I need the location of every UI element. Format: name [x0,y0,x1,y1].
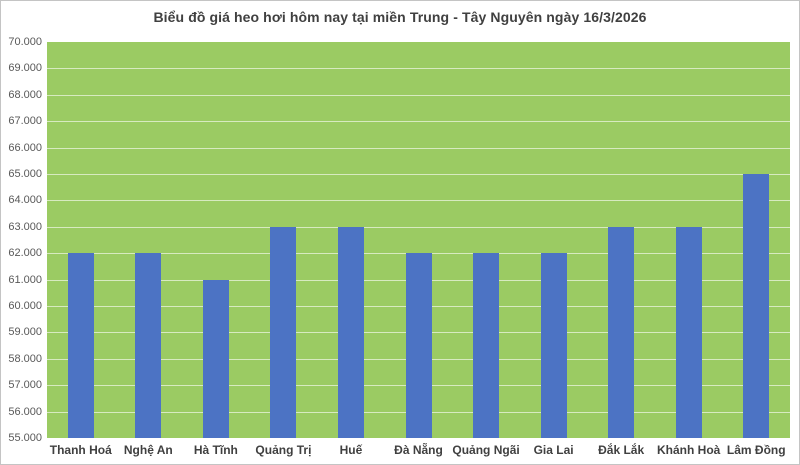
y-tick-label: 64.000 [8,194,42,207]
x-axis-label-thanh-hoa: Thanh Hoá [49,443,112,457]
bar-a-nang [405,253,432,438]
bar-slot-khanh-hoa [655,42,723,438]
x-axis-label-quang-tri: Quảng Trị [255,443,312,457]
bar-slot-hue [317,42,385,438]
x-axis: Thanh Hoá Nghệ An Hà Tĩnh Quảng Trị Huế Đà Nẵ… [47,443,790,457]
chart-title: Biểu đồ giá heo hơi hôm nay tại miền Tru… [153,9,647,25]
y-tick-label: 59.000 [8,326,42,339]
y-tick-label: 67.000 [8,115,42,128]
y-tick-label: 66.000 [8,141,42,154]
bar-nghe-an [135,253,162,438]
bar-slot-lam-ong [722,42,790,438]
x-axis-label-a-nang: Đà Nẵng [394,443,443,457]
x-axis-label-ak-lak: Đắk Lắk [598,443,645,457]
bar-slot-ak-lak [587,42,655,438]
y-tick-label: 61.000 [8,273,42,286]
gridline [47,226,790,228]
y-tick-label: 57.000 [8,379,42,392]
gridline [47,68,790,70]
x-axis-label-lam-ong: Lâm Đồng [726,443,786,457]
gridline [47,200,790,202]
y-tick-label: 60.000 [8,300,42,312]
x-axis-label-khanh-hoa: Khánh Hoà [657,443,721,457]
x-axis-label-gia-lai: Gia Lai [533,443,574,457]
bar-khanh-hoa [675,226,702,438]
bar-slot-nghe-an [115,42,183,438]
y-tick-label: 69.000 [8,62,42,75]
bar-gia-lai [540,253,567,438]
bar-ha-tinh [202,279,229,438]
bar-quang-tri [270,226,297,438]
x-axis-label-hue: Huế [339,443,363,457]
bar-thanh-hoa [67,253,94,438]
y-tick-label: 63.000 [8,220,42,233]
bar-slot-gia-lai [520,42,588,438]
y-tick-label: 70.000 [8,36,42,48]
y-axis: 70.000 69.000 68.000 67.000 66.000 65.000 64.0… [1,36,42,444]
gridline [47,94,790,96]
gridline [47,147,790,149]
bar-ak-lak [608,226,635,438]
bar-lam-ong [743,174,770,438]
y-tick-label: 62.000 [8,247,42,260]
bar-slot-thanh-hoa [47,42,115,438]
bar-quang-ngai [473,253,500,438]
y-tick-label: 65.000 [8,168,42,180]
bar-slot-quang-ngai [452,42,520,438]
bar-slot-ha-tinh [182,42,250,438]
bar-hue [337,226,364,438]
plot-area [47,42,790,438]
x-axis-label-nghe-an: Nghệ An [123,443,173,457]
x-axis-label-quang-ngai: Quảng Ngãi [452,443,520,457]
gridline [47,121,790,123]
y-tick-label: 68.000 [8,88,42,101]
x-axis-label-ha-tinh: Hà Tĩnh [193,443,238,457]
bar-series [47,42,790,438]
y-tick-label: 58.000 [8,352,42,365]
bar-slot-quang-tri [250,42,318,438]
y-tick-label: 56.000 [8,405,42,418]
gridline [47,173,790,175]
y-tick-label: 55.000 [8,432,42,444]
bar-slot-a-nang [385,42,453,438]
